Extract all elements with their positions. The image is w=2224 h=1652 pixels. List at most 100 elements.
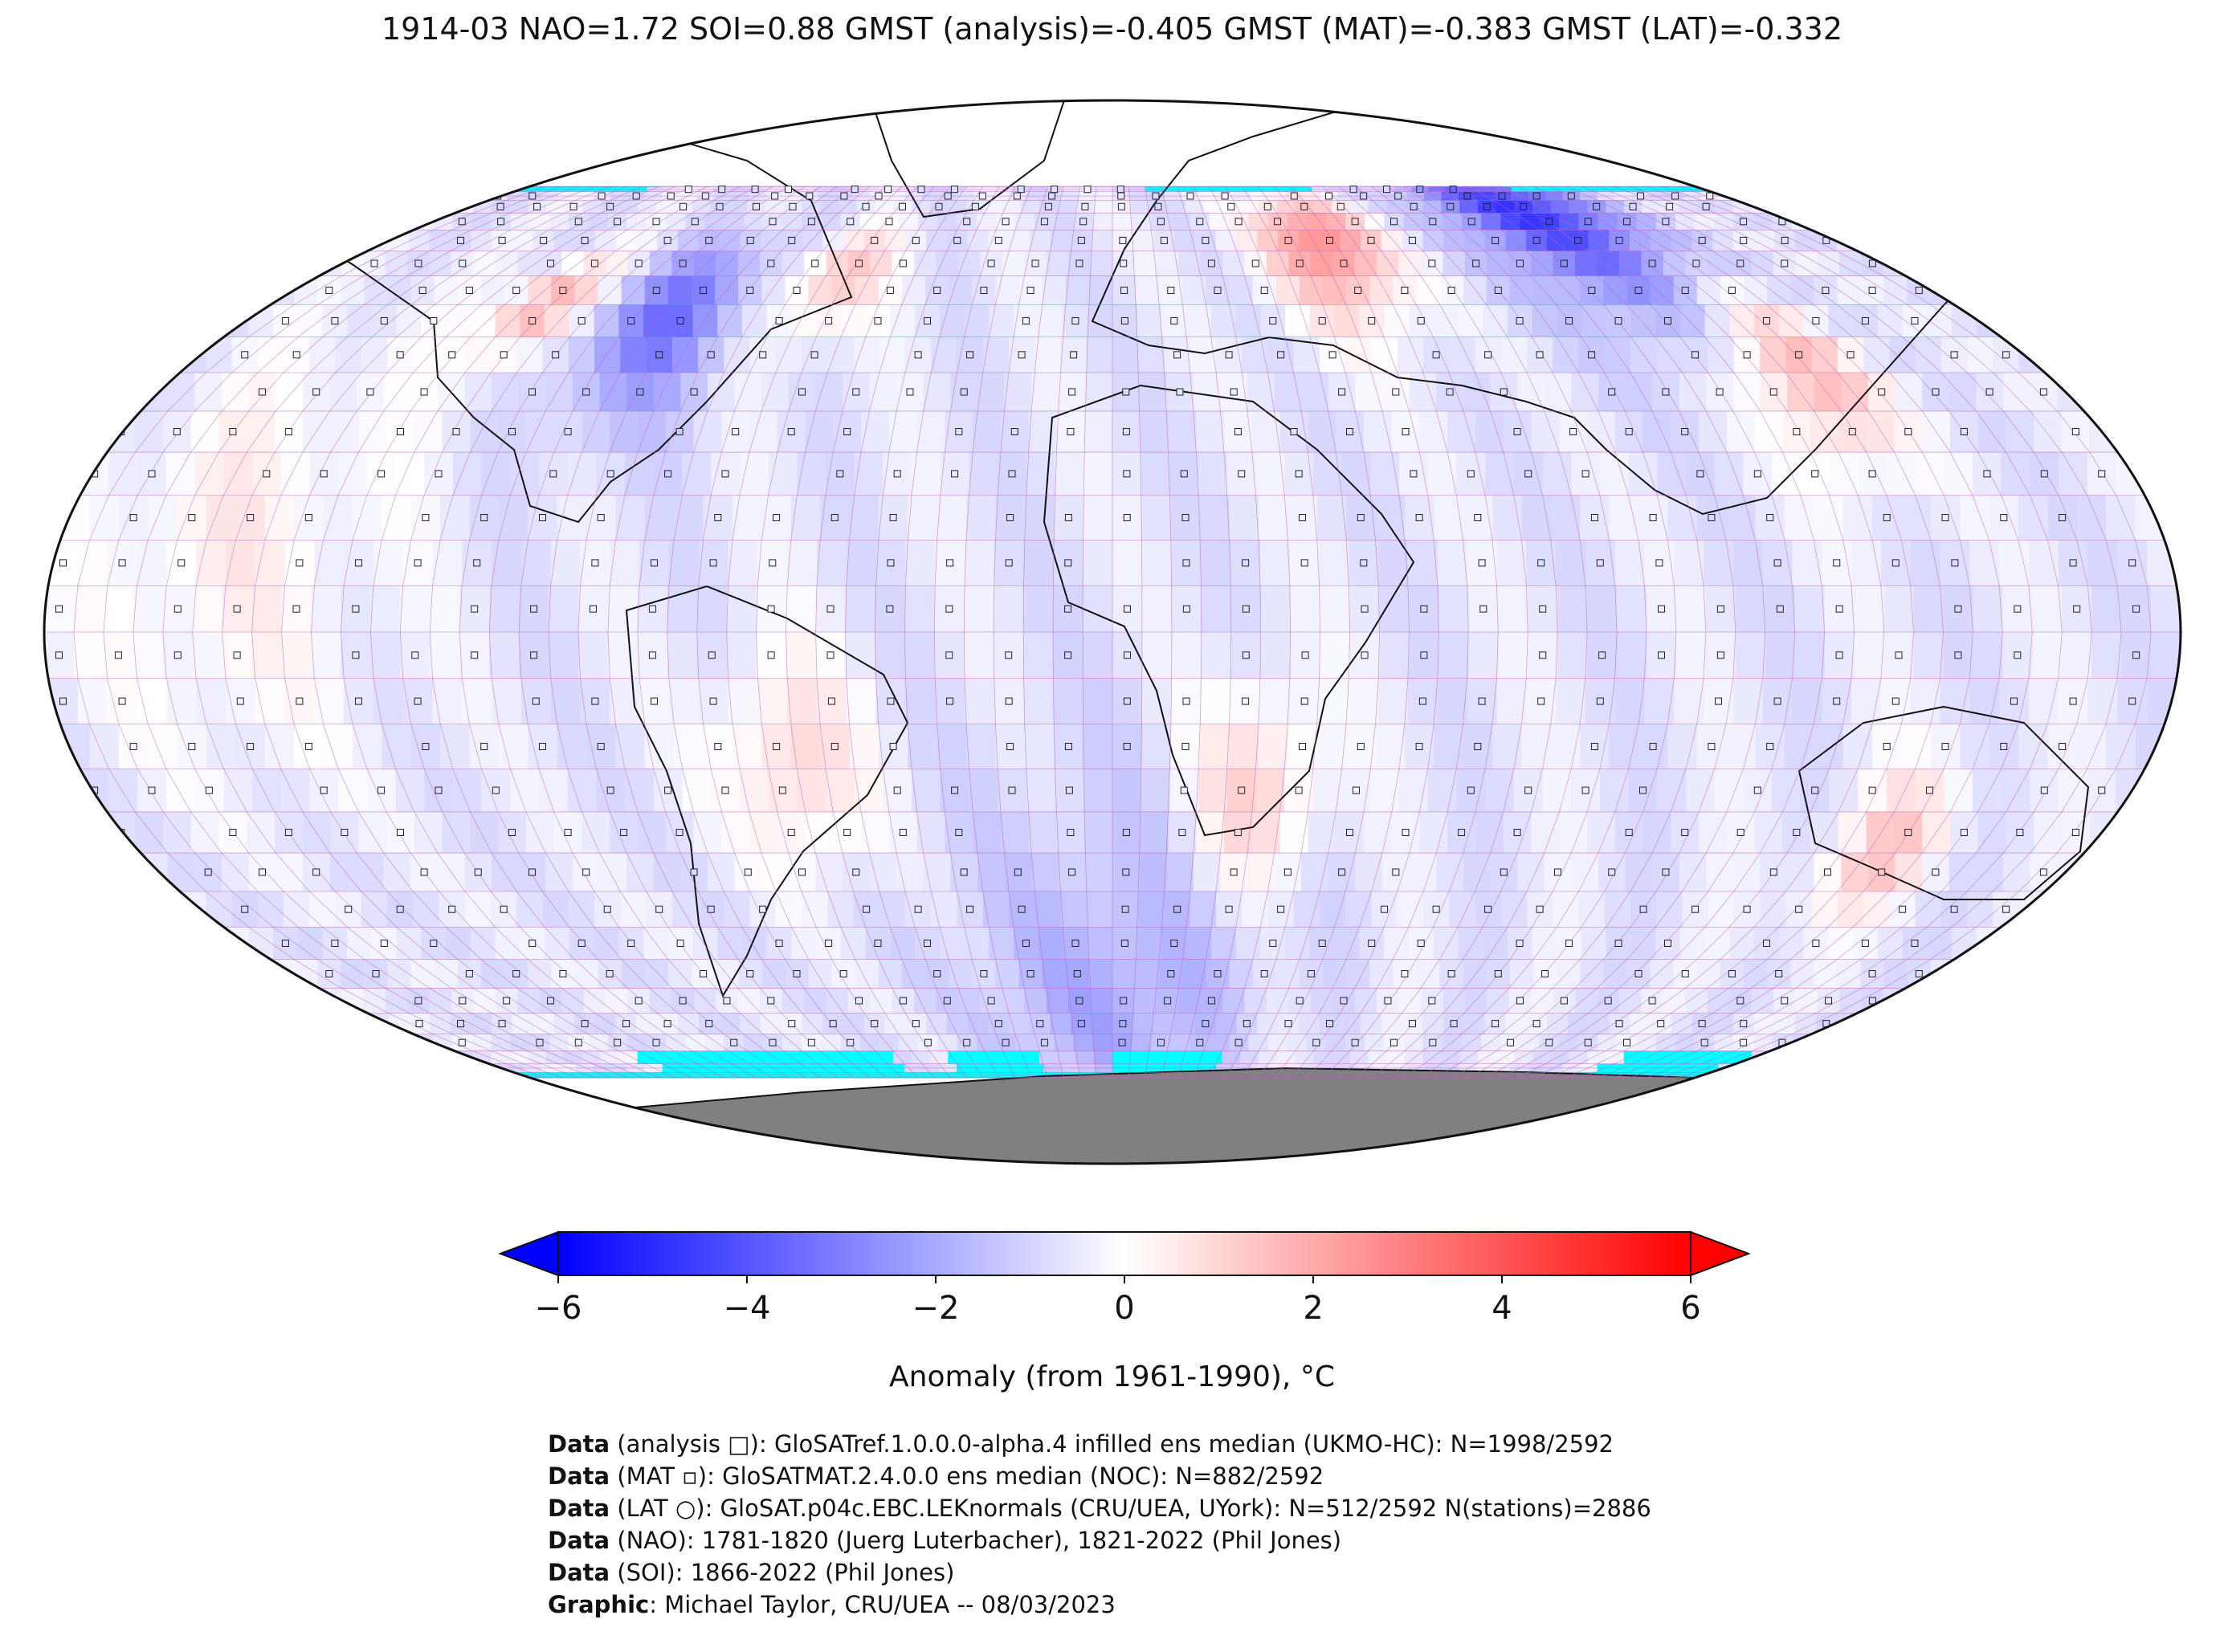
grid-cell	[133, 585, 164, 633]
grid-cell	[165, 452, 196, 496]
grid-cell	[1182, 275, 1206, 305]
grid-cell	[820, 200, 839, 214]
grid-cell	[1657, 452, 1687, 496]
grid-cell	[1023, 540, 1054, 586]
grid-cell	[1370, 452, 1400, 496]
grid-cell	[1839, 251, 1863, 277]
grid-cell	[430, 585, 460, 633]
grid-cell	[1587, 585, 1618, 633]
grid-cell	[1053, 678, 1083, 725]
grid-cell	[429, 251, 452, 277]
grid-cell	[879, 337, 906, 373]
grid-cell	[840, 304, 867, 338]
map-title: 1914-03 NAO=1.72 SOI=0.88 GMST (analysis…	[381, 11, 1843, 47]
data-credits: Data (analysis □): GloSATref.1.0.0.0-alp…	[548, 1428, 1651, 1621]
grid-cell	[528, 275, 552, 305]
grid-cell	[827, 337, 855, 373]
grid-cell	[1617, 585, 1647, 633]
grid-cell	[1531, 410, 1560, 453]
grid-cell	[1260, 585, 1292, 633]
grid-cell	[1475, 410, 1504, 453]
grid-cell	[728, 540, 758, 586]
grid-cell	[1310, 251, 1333, 277]
grid-cell	[595, 230, 617, 251]
colorbar-tick-label: 4	[1492, 1290, 1512, 1327]
grid-cell	[1547, 230, 1569, 251]
grid-cell	[797, 452, 826, 496]
grid-cell	[899, 213, 919, 230]
grid-cell	[1274, 373, 1302, 412]
grid-cell	[1915, 452, 1944, 496]
grid-cell	[432, 678, 463, 725]
grid-cell	[1139, 373, 1167, 412]
grid-cell	[1614, 540, 1646, 586]
grid-cell	[1650, 275, 1675, 305]
grid-cell	[1517, 373, 1545, 412]
grid-cell	[761, 373, 790, 412]
grid-cell	[1384, 304, 1410, 338]
grid-cell	[1185, 200, 1205, 214]
grid-cell	[1320, 585, 1351, 633]
grid-cell	[440, 495, 471, 540]
grid-cell	[481, 452, 511, 496]
grid-cell	[1644, 678, 1675, 725]
grid-cell	[1186, 304, 1212, 338]
grid-cell	[1500, 337, 1528, 373]
colorbar-tick-label: −6	[535, 1290, 582, 1327]
grid-cell	[1854, 632, 1885, 679]
grid-cell	[1617, 632, 1647, 679]
grid-cell	[607, 632, 639, 679]
grid-cell	[2032, 632, 2063, 679]
grid-cell	[786, 632, 817, 679]
grid-cell	[1940, 678, 1970, 725]
grid-cell	[966, 724, 997, 769]
grid-cell	[2151, 632, 2181, 679]
grid-cell	[1500, 213, 1521, 230]
grid-cell	[890, 304, 916, 338]
grid-cell	[674, 724, 704, 769]
grid-cell	[1829, 452, 1859, 496]
grid-cell	[517, 251, 541, 277]
grid-cell	[1276, 200, 1296, 214]
grid-cell	[561, 251, 585, 277]
credit-line-soi: Data (SOI): 1866-2022 (Phil Jones)	[548, 1559, 955, 1586]
grid-cell	[717, 304, 743, 338]
grid-cell	[462, 678, 492, 725]
grid-cell	[1588, 230, 1610, 251]
grid-cell	[582, 200, 602, 214]
grid-cell	[1229, 275, 1254, 305]
grid-cell	[1038, 304, 1064, 338]
grid-cell	[1222, 251, 1246, 277]
grid-cell	[206, 724, 236, 769]
grid-cell	[666, 213, 686, 230]
grid-cell	[549, 585, 579, 633]
world-anomaly-map	[43, 99, 2182, 1165]
grid-cell	[1397, 337, 1424, 373]
grid-cell	[787, 540, 818, 586]
grid-cell	[498, 495, 528, 540]
grid-cell	[1260, 540, 1291, 586]
grid-cell	[567, 452, 597, 496]
grid-cell	[1828, 304, 1854, 338]
grid-cell	[1837, 275, 1862, 305]
grid-cell	[1795, 251, 1818, 277]
grid-cell	[1112, 337, 1139, 373]
grid-cell	[1167, 200, 1186, 214]
grid-cell	[1458, 304, 1483, 338]
grid-cell	[1141, 452, 1170, 496]
grid-cell	[914, 251, 937, 277]
grid-cell	[133, 632, 164, 679]
grid-cell	[1313, 200, 1332, 214]
grid-cell	[1084, 410, 1113, 453]
grid-cell	[1171, 632, 1202, 679]
grid-cell	[1379, 632, 1410, 679]
grid-cell	[1198, 452, 1228, 496]
grid-cell	[1083, 452, 1113, 496]
grid-cell	[1792, 678, 1822, 725]
grid-cell	[1141, 495, 1172, 540]
credit-line-nao: Data (NAO): 1781-1820 (Juerg Luterbacher…	[548, 1527, 1342, 1554]
grid-cell	[1544, 373, 1572, 412]
grid-cell	[1973, 632, 2003, 679]
grid-cell	[1753, 213, 1773, 230]
grid-cell	[1679, 304, 1706, 338]
